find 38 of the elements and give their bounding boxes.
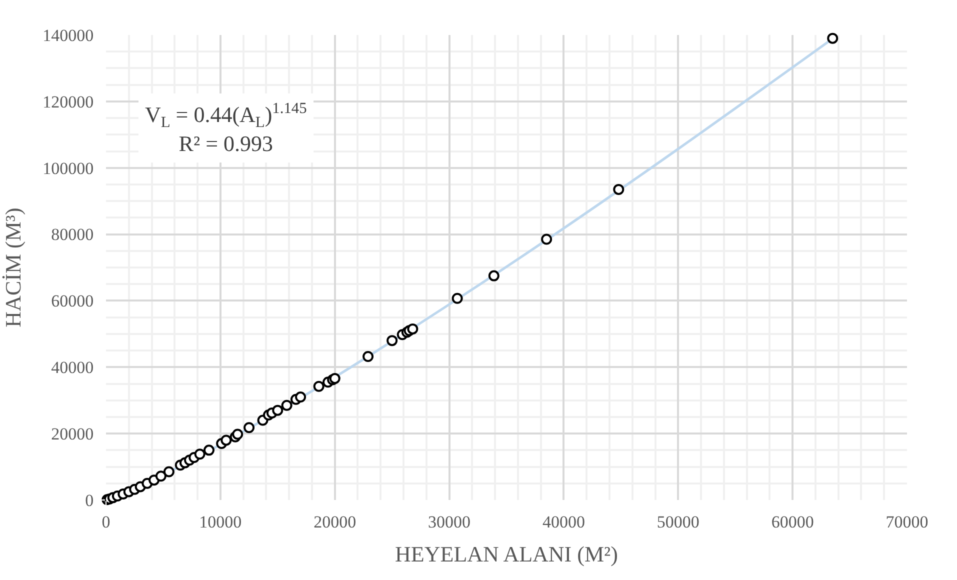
- y-tick-label: 140000: [42, 26, 94, 45]
- point: [386, 335, 398, 346]
- point: [272, 404, 284, 416]
- x-tick-label: 20000: [314, 512, 356, 532]
- y-tick-label: 0: [85, 490, 94, 510]
- point: [613, 184, 624, 195]
- point: [244, 422, 255, 434]
- y-tick-label: 100000: [42, 158, 94, 178]
- x-tick-label: 70000: [886, 512, 928, 532]
- x-tick-label: 0: [102, 512, 110, 532]
- point: [362, 351, 374, 362]
- y-tick-label: 40000: [51, 358, 94, 378]
- point: [163, 466, 174, 478]
- point: [452, 292, 463, 304]
- y-tick-label: 80000: [51, 225, 94, 244]
- x-tick-label: 60000: [771, 512, 814, 532]
- point: [281, 400, 292, 411]
- point: [407, 323, 418, 334]
- x-tick-label: 10000: [199, 512, 242, 532]
- x-tick-label: 50000: [656, 512, 700, 532]
- point: [541, 234, 552, 245]
- x-axis-title: HEYELAN ALANI (M²): [395, 541, 618, 566]
- point: [313, 380, 324, 392]
- x-tick-label: 30000: [428, 512, 471, 532]
- y-tick-label: 20000: [51, 424, 94, 444]
- y-tick-label: 60000: [51, 292, 94, 311]
- point: [194, 448, 206, 460]
- point: [232, 428, 244, 440]
- annotation: V$_{L}$ = 0.44(A$_{L}$)$^{1.145}$ R² = 0.993: [145, 100, 308, 156]
- point: [220, 434, 232, 446]
- point: [203, 444, 214, 456]
- point: [827, 32, 838, 44]
- point: [295, 392, 306, 403]
- y-tick-label: 120000: [42, 92, 94, 112]
- point: [155, 470, 166, 482]
- x-tick-label: 40000: [542, 512, 585, 532]
- point: [488, 270, 500, 282]
- y-axis-title: HACİM (M³): [0, 208, 26, 328]
